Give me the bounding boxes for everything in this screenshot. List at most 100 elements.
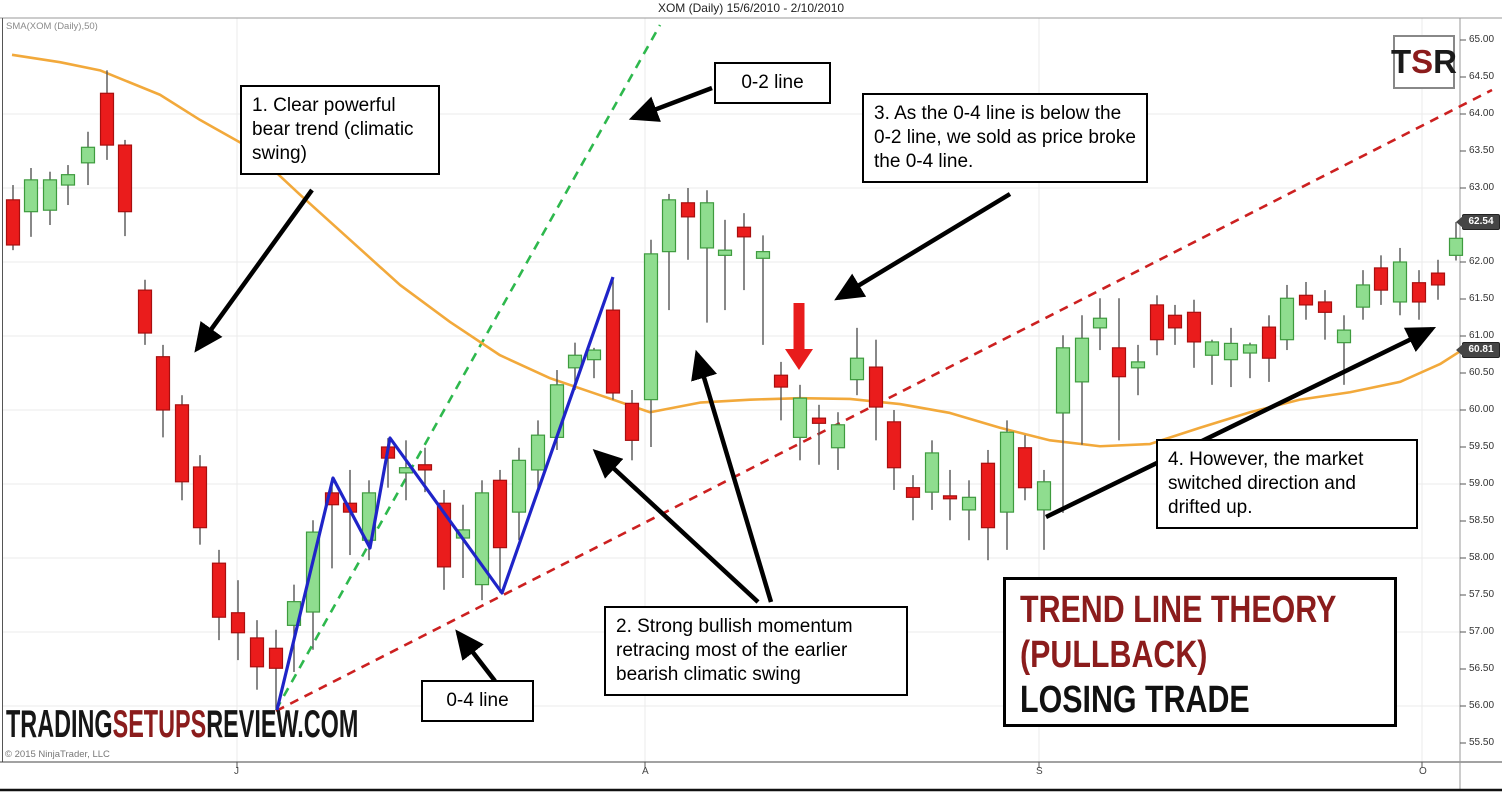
candle-bearish bbox=[605, 309, 621, 394]
candle-bullish bbox=[1130, 361, 1146, 369]
candle-bullish bbox=[23, 179, 39, 213]
lesson-title-line1: TREND LINE THEORY bbox=[1020, 589, 1337, 631]
candle-bearish bbox=[1430, 272, 1446, 286]
candle-bearish bbox=[1373, 267, 1389, 291]
note-bullish-momentum: 2. Strong bullish momentum retracing mos… bbox=[604, 606, 908, 697]
candle-bullish bbox=[567, 354, 583, 369]
candle-bullish bbox=[511, 459, 527, 513]
tsr-logo-t: T bbox=[1390, 43, 1412, 80]
tsr-logo-r: R bbox=[1433, 43, 1458, 80]
candle-bullish bbox=[42, 179, 58, 211]
price-tick-label: 56.00 bbox=[1469, 700, 1495, 711]
candle-bullish bbox=[1204, 341, 1220, 356]
candle-bearish bbox=[811, 417, 827, 424]
momentum-zigzag-line bbox=[275, 276, 615, 711]
tsr-logo-s: S bbox=[1411, 43, 1434, 80]
candle-bullish bbox=[830, 424, 846, 449]
candle-bearish bbox=[736, 226, 752, 238]
month-tick-label: A bbox=[642, 766, 649, 777]
candle-bearish bbox=[773, 374, 789, 388]
candle-bearish bbox=[155, 356, 171, 411]
candle-bearish bbox=[1298, 294, 1314, 306]
price-tick-label: 62.00 bbox=[1469, 256, 1495, 267]
candle-bullish bbox=[849, 357, 865, 381]
candle-bearish bbox=[1317, 301, 1333, 313]
sma-indicator-label: SMA(XOM (Daily),50) bbox=[6, 21, 98, 32]
candle-bearish bbox=[905, 487, 921, 498]
arrow-to-04-line bbox=[455, 629, 497, 683]
candle-bullish bbox=[80, 146, 96, 164]
candle-bearish bbox=[492, 479, 508, 549]
candle-bearish bbox=[624, 402, 640, 441]
candle-bearish bbox=[1149, 304, 1165, 341]
candle-bearish bbox=[1186, 311, 1202, 343]
arrow-to-02-line bbox=[628, 85, 713, 122]
candle-bullish bbox=[661, 199, 677, 253]
candle-bullish bbox=[60, 174, 76, 186]
candle-bullish bbox=[1074, 337, 1090, 383]
candle-bullish bbox=[549, 384, 565, 438]
arrow-drift-up bbox=[1045, 326, 1437, 520]
candle-bearish bbox=[680, 202, 696, 218]
candle-bullish bbox=[1223, 342, 1239, 361]
trend-line-0-4 bbox=[275, 88, 1493, 713]
price-tick-label: 64.00 bbox=[1469, 108, 1495, 119]
price-tick-label: 60.00 bbox=[1469, 404, 1495, 415]
candle-bearish bbox=[980, 462, 996, 529]
candle-bullish bbox=[1448, 237, 1464, 256]
watermark-review: REVIEW.COM bbox=[206, 703, 359, 746]
chart-title: XOM (Daily) 15/6/2010 - 2/10/2010 bbox=[657, 1, 845, 15]
candle-bullish bbox=[999, 431, 1015, 513]
candle-bullish bbox=[792, 397, 808, 438]
candle-bullish bbox=[699, 202, 715, 249]
site-watermark: TRADINGSETUPSREVIEW.COM bbox=[6, 703, 358, 747]
candle-bearish bbox=[1261, 326, 1277, 359]
label-0-4-line: 0-4 line bbox=[421, 680, 534, 723]
note-bear-trend: 1. Clear powerful bear trend (climatic s… bbox=[240, 85, 440, 176]
candle-bullish bbox=[1092, 317, 1108, 329]
candle-bullish bbox=[1336, 329, 1352, 344]
candle-bullish bbox=[530, 434, 546, 471]
arrow-to-zigzag-top bbox=[691, 349, 774, 603]
price-tick-label: 65.00 bbox=[1469, 34, 1495, 45]
candle-bullish bbox=[1355, 284, 1371, 308]
price-tick-label: 57.00 bbox=[1469, 626, 1495, 637]
price-tick-label: 61.00 bbox=[1469, 330, 1495, 341]
candle-bearish bbox=[268, 647, 284, 669]
price-tick-label: 64.50 bbox=[1469, 71, 1495, 82]
candle-bearish bbox=[174, 404, 190, 483]
month-tick-label: O bbox=[1419, 766, 1427, 777]
lesson-title-line2: (PULLBACK) bbox=[1020, 633, 1208, 676]
price-tick-label: 63.50 bbox=[1469, 145, 1495, 156]
price-tick-label: 59.50 bbox=[1469, 441, 1495, 452]
candle-bearish bbox=[886, 421, 902, 469]
candle-bearish bbox=[1111, 347, 1127, 378]
candle-bearish bbox=[417, 464, 433, 471]
price-tick-label: 55.50 bbox=[1469, 737, 1495, 748]
month-tick-label: S bbox=[1036, 766, 1043, 777]
note-sold-on-break: 3. As the 0-4 line is below the 0-2 line… bbox=[862, 93, 1148, 184]
arrow-to-sold-area bbox=[834, 192, 1012, 301]
candle-bullish bbox=[586, 349, 602, 361]
watermark-setups: SETUPS bbox=[112, 703, 207, 746]
sell-signal-arrow bbox=[785, 303, 813, 370]
last-price-badge: 62.54 bbox=[1456, 214, 1500, 231]
candle-bearish bbox=[211, 562, 227, 618]
candle-bullish bbox=[755, 251, 771, 259]
candle-bearish bbox=[1411, 282, 1427, 303]
candle-bearish bbox=[868, 366, 884, 408]
candle-bearish bbox=[5, 199, 21, 246]
candle-bullish bbox=[1392, 261, 1408, 303]
price-tick-label: 61.50 bbox=[1469, 293, 1495, 304]
price-tick-label: 57.50 bbox=[1469, 589, 1495, 600]
trend-line-0-2 bbox=[274, 24, 662, 711]
candle-bearish bbox=[942, 495, 958, 500]
candle-bearish bbox=[249, 637, 265, 668]
label-0-2-line: 0-2 line bbox=[714, 62, 831, 105]
arrow-to-zigzag-left bbox=[592, 448, 760, 604]
candle-bearish bbox=[137, 289, 153, 334]
lesson-title-box: TREND LINE THEORY (PULLBACK) LOSING TRAD… bbox=[1003, 577, 1397, 727]
candle-bearish bbox=[99, 92, 115, 146]
